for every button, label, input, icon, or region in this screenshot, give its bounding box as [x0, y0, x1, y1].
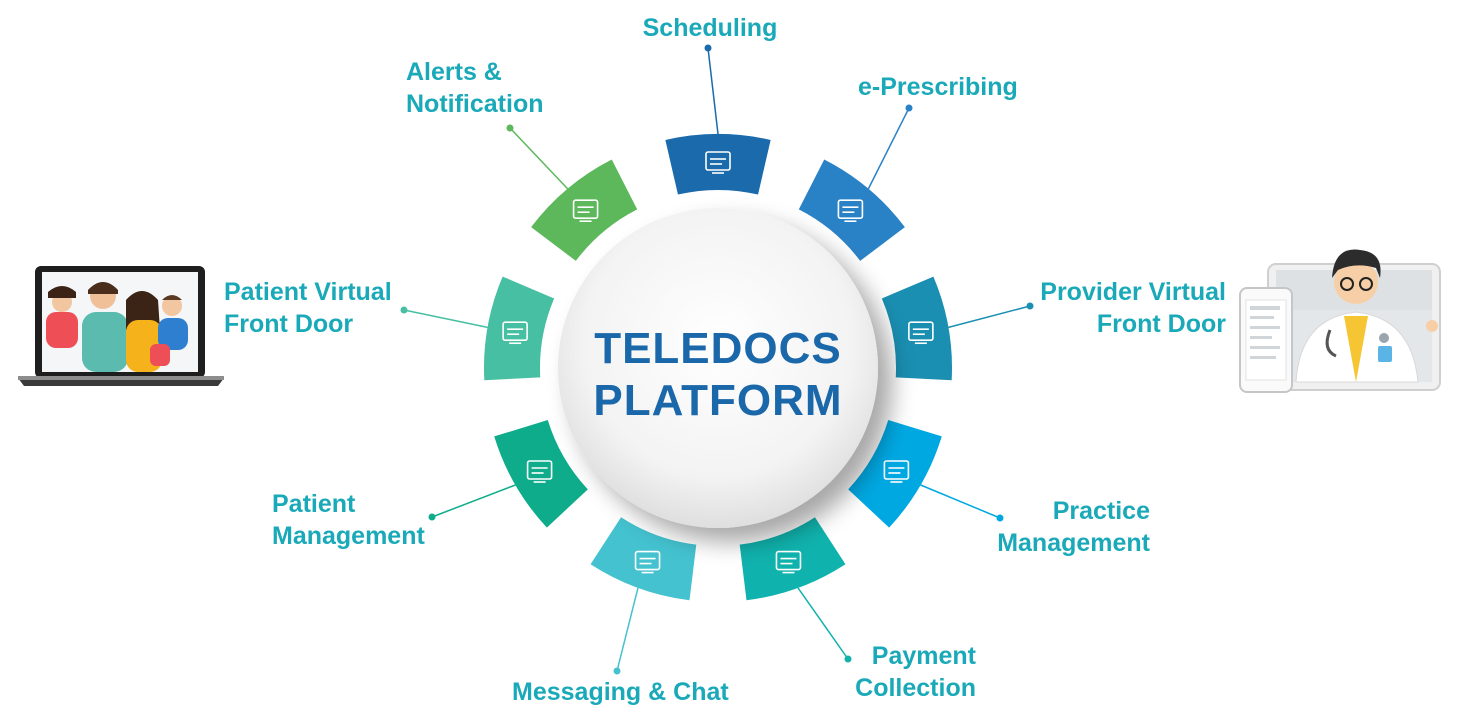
rx-monitor-icon: [837, 199, 864, 222]
label-messaging-line-1: Messaging & Chat: [512, 678, 729, 706]
label-patient-mgmt-line-2: Management: [272, 522, 425, 550]
connector-eprescribing: [867, 107, 910, 190]
label-practice-line-2: Management: [997, 529, 1150, 557]
connector-dot-eprescribing: [905, 104, 913, 112]
family-laptop-illustration: [18, 266, 224, 386]
connector-patient_mgmt: [431, 484, 516, 518]
segment-practice: [848, 420, 942, 528]
doctor-laptop-icon: [908, 321, 934, 345]
label-practice-line-1: Practice: [1052, 497, 1150, 525]
segment-provider: [881, 276, 952, 381]
connector-dot-alerts: [506, 124, 514, 132]
connector-practice: [920, 484, 1001, 519]
label-alerts-line-1: Alerts &: [406, 58, 502, 86]
label-alerts-notification: Alerts & Notification: [406, 56, 544, 120]
doctor-device-illustration: [1239, 249, 1441, 393]
label-alerts-line-2: Notification: [406, 90, 544, 118]
connector-patient_door: [403, 309, 488, 329]
calendar-icon: [705, 151, 731, 174]
segment-patient_mgmt: [494, 420, 588, 528]
practice-gear-icon: [883, 460, 910, 483]
label-patient-mgmt-line-1: Patient: [272, 490, 356, 518]
connector-dot-practice: [996, 514, 1004, 522]
connector-lines: [400, 44, 1034, 675]
label-patient-management: Patient Management: [272, 488, 425, 552]
label-patient-door-line-2: Front Door: [224, 310, 354, 338]
hand-money-icon: [775, 550, 802, 574]
connector-dot-provider: [1026, 302, 1034, 310]
connector-messaging: [616, 587, 639, 672]
label-payment-line-2: Collection: [855, 674, 976, 702]
label-scheduling: Scheduling: [620, 12, 800, 44]
label-practice-management: Practice Management: [970, 495, 1150, 559]
connector-dot-patient_door: [400, 306, 408, 314]
platform-title: TELEDOCS PLATFORM: [560, 323, 876, 427]
label-patient-front-door: Patient Virtual Front Door: [224, 276, 392, 340]
label-payment-collection: Payment Collection: [820, 640, 976, 704]
label-patient-door-line-1: Patient Virtual: [224, 278, 392, 306]
patient-gear-icon: [526, 460, 553, 483]
patient-laptop-icon: [502, 321, 528, 345]
label-scheduling-line-1: Scheduling: [642, 14, 778, 42]
center-disc: [558, 208, 878, 528]
platform-title-line-2: PLATFORM: [593, 376, 843, 425]
connector-provider: [948, 305, 1031, 329]
ring-segments: [483, 133, 952, 601]
segment-alerts: [531, 159, 638, 261]
connector-alerts: [509, 127, 569, 190]
phone-alert-icon: [572, 199, 599, 222]
segment-eprescribing: [798, 159, 905, 261]
connector-scheduling: [707, 47, 719, 135]
chat-bubbles-icon: [634, 550, 661, 574]
label-messaging-chat: Messaging & Chat: [512, 676, 729, 708]
connector-dot-scheduling: [704, 44, 712, 52]
connector-dot-payment: [844, 655, 852, 663]
label-provider-line-1: Provider Virtual: [1040, 278, 1226, 306]
segment-patient_door: [483, 276, 555, 381]
label-payment-line-1: Payment: [871, 642, 976, 670]
label-provider-line-2: Front Door: [1096, 310, 1226, 338]
label-eprescribing: e-Prescribing: [858, 71, 1018, 103]
connector-dot-patient_mgmt: [428, 513, 436, 521]
platform-title-line-1: TELEDOCS: [594, 324, 842, 373]
label-eprescribing-line-1: e-Prescribing: [858, 73, 1018, 101]
label-provider-front-door: Provider Virtual Front Door: [1010, 276, 1226, 340]
connector-payment: [797, 587, 849, 660]
connector-dot-messaging: [613, 667, 621, 675]
